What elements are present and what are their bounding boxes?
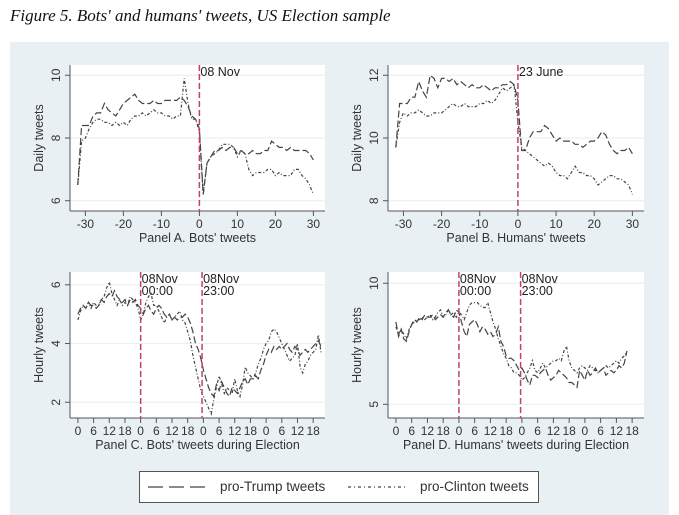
x-tick-label: 0 <box>456 424 463 438</box>
y-tick-label: 10 <box>367 131 381 145</box>
series-line-pro-clinton-tweets <box>395 83 633 195</box>
x-axis-label: Panel D. Humans' tweets during Election <box>403 438 629 452</box>
x-tick-label: 10 <box>231 217 245 231</box>
x-tick-label: 12 <box>547 424 561 438</box>
x-tick-label: 12 <box>228 424 242 438</box>
legend: pro-Trump tweets pro-Clinton tweets <box>139 471 539 503</box>
series-line-pro-trump-tweets <box>395 74 633 155</box>
y-axis-label: Daily tweets <box>32 104 46 171</box>
x-axis-label: Panel A. Bots' tweets <box>139 231 256 245</box>
y-tick-label: 10 <box>367 276 381 290</box>
x-tick-label: 18 <box>118 424 132 438</box>
event-label: 08Nov <box>460 272 497 286</box>
y-axis-label: Hourly tweets <box>350 307 364 383</box>
x-tick-label: 30 <box>626 217 640 231</box>
x-tick-label: 0 <box>200 424 207 438</box>
y-axis-label: Hourly tweets <box>32 307 46 383</box>
x-tick-label: 0 <box>519 424 526 438</box>
x-tick-label: 6 <box>278 424 285 438</box>
series-line-pro-clinton-tweets <box>395 300 628 382</box>
y-tick-label: 6 <box>49 281 63 288</box>
y-tick-label: 12 <box>367 68 381 82</box>
legend-swatch-pro-clinton <box>348 486 408 488</box>
event-label: 23:00 <box>522 284 553 298</box>
series-line-pro-clinton-tweets <box>77 78 314 195</box>
x-tick-label: -30 <box>395 217 413 231</box>
plot-area <box>388 272 644 418</box>
x-tick-label: 20 <box>588 217 602 231</box>
x-tick-label: 18 <box>562 424 576 438</box>
legend-label-pro-clinton: pro-Clinton tweets <box>420 479 529 494</box>
x-tick-label: -20 <box>433 217 451 231</box>
x-tick-label: 0 <box>263 424 270 438</box>
x-tick-label: 0 <box>196 217 203 231</box>
x-tick-label: 20 <box>269 217 283 231</box>
x-tick-label: 12 <box>421 424 435 438</box>
x-tick-label: 6 <box>597 424 604 438</box>
x-tick-label: 18 <box>625 424 639 438</box>
x-tick-label: 18 <box>181 424 195 438</box>
x-tick-label: 0 <box>515 217 522 231</box>
x-tick-label: 12 <box>610 424 624 438</box>
x-tick-label: 6 <box>153 424 160 438</box>
event-label: 23 June <box>519 65 564 79</box>
x-tick-label: 18 <box>306 424 320 438</box>
event-label: 08Nov <box>522 272 559 286</box>
y-tick-label: 8 <box>49 134 63 141</box>
x-tick-label: 12 <box>103 424 117 438</box>
y-tick-label: 4 <box>49 340 63 347</box>
y-tick-label: 2 <box>49 399 63 406</box>
x-axis-label: Panel B. Humans' tweets <box>446 231 585 245</box>
x-tick-label: -10 <box>153 217 171 231</box>
panel-a: 6 8 10 -30 -20 -10 0 10 20 30 Panel A. Bots' tweet… <box>32 65 325 245</box>
y-tick-label: 8 <box>367 197 381 204</box>
x-tick-label: 6 <box>534 424 541 438</box>
x-tick-label: 12 <box>165 424 179 438</box>
y-axis-label: Daily tweets <box>350 104 364 171</box>
y-tick-label: 10 <box>49 68 63 82</box>
event-label: 08Nov <box>203 272 240 286</box>
x-tick-label: -30 <box>77 217 95 231</box>
x-tick-label: 10 <box>549 217 563 231</box>
x-tick-label: 12 <box>291 424 305 438</box>
x-tick-label: 18 <box>436 424 450 438</box>
x-tick-label: 0 <box>393 424 400 438</box>
x-axis-label: Panel C. Bots' tweets during Election <box>95 438 300 452</box>
panel-b: 8 10 12 -30 -20 -10 0 10 20 30 Panel B. Humans' tw… <box>350 65 644 245</box>
legend-label-pro-trump: pro-Trump tweets <box>220 479 326 494</box>
x-tick-label: 18 <box>499 424 513 438</box>
y-tick-label: 5 <box>367 401 381 408</box>
x-tick-label: 0 <box>582 424 589 438</box>
event-label: 00:00 <box>460 284 491 298</box>
event-label: 00:00 <box>142 284 173 298</box>
event-label: 23:00 <box>203 284 234 298</box>
x-tick-label: -20 <box>115 217 133 231</box>
figure-title: Figure 5. Bots' and humans' tweets, US E… <box>10 6 391 25</box>
x-tick-label: 6 <box>471 424 478 438</box>
x-tick-label: 12 <box>484 424 498 438</box>
legend-swatch-pro-trump <box>148 486 208 488</box>
x-tick-label: 6 <box>408 424 415 438</box>
event-label: 08Nov <box>142 272 179 286</box>
x-tick-label: -10 <box>471 217 489 231</box>
x-tick-label: 6 <box>90 424 97 438</box>
series-line-pro-clinton-tweets <box>77 280 322 417</box>
x-tick-label: 30 <box>307 217 321 231</box>
series-line-pro-trump-tweets <box>77 289 322 398</box>
x-tick-label: 0 <box>75 424 82 438</box>
y-tick-label: 6 <box>49 197 63 204</box>
series-line-pro-trump-tweets <box>395 308 628 389</box>
x-tick-label: 6 <box>216 424 223 438</box>
event-label: 08 Nov <box>200 65 240 79</box>
x-tick-label: 0 <box>137 424 144 438</box>
x-tick-label: 18 <box>244 424 258 438</box>
